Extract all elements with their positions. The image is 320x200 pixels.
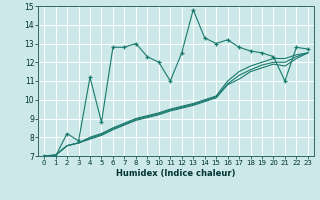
X-axis label: Humidex (Indice chaleur): Humidex (Indice chaleur) xyxy=(116,169,236,178)
